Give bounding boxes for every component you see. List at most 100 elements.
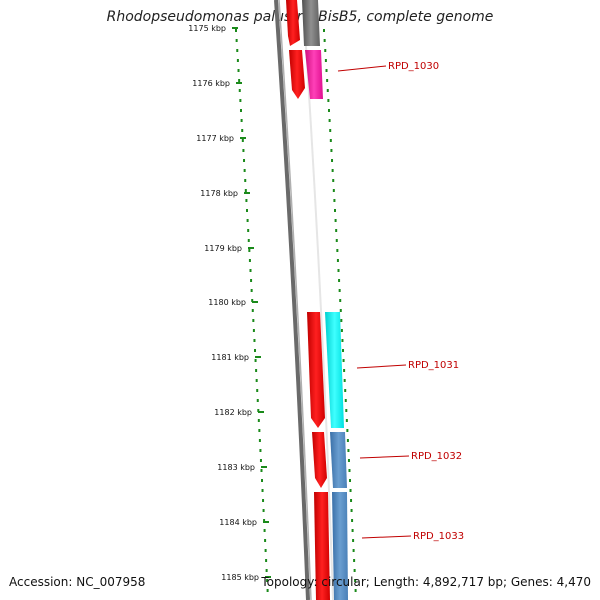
dots-layer [235,29,357,592]
ruler-dot-left [241,129,244,132]
ruler-dot-right [331,169,334,172]
ruler-dot-left [260,469,263,472]
ruler-dot-right [323,29,325,32]
ruler-dot-left [261,479,264,482]
tick-label: 1184 kbp [219,518,257,527]
gene-label[interactable]: RPD_1030 [388,61,439,72]
ruler-dot-left [240,119,243,122]
ruler-dot-right [351,529,354,532]
ruler-dot-left [257,409,260,412]
ruler-dot-right [327,109,330,112]
ruler-dot-right [345,419,348,422]
ruler-dot-left [254,359,257,362]
ruler-dot-right [341,339,344,342]
gene-feature-forward-2[interactable] [289,50,305,99]
ruler-dot-left [251,299,254,302]
gene-feature-forward-4[interactable] [312,432,327,488]
ruler-dot-right [324,59,327,62]
ruler-dot-right [354,579,357,582]
ruler-dot-left [262,509,265,512]
ruler-dot-right [335,229,338,232]
ruler-dot-right [335,239,338,242]
ruler-dot-right [350,509,353,512]
ruler-dot-left [248,259,251,262]
ruler-dot-left [238,89,241,92]
ruler-dot-right [351,519,354,522]
gene-label[interactable]: RPD_1033 [413,531,464,542]
ruler-dot-right [352,549,355,552]
tick-label: 1176 kbp [192,79,230,88]
ruler-dot-left [235,39,238,42]
gene-feature-reverse-2[interactable] [305,50,323,99]
ruler-dot-right [349,489,352,492]
ruler-dot-left [245,199,248,202]
ruler-dot-left [256,389,259,392]
ruler-dot-left [248,249,251,252]
tick-label: 1185 kbp [221,573,259,582]
tick-label: 1179 kbp [204,244,242,253]
tick-label: 1178 kbp [200,189,238,198]
ruler-dot-right [325,69,328,72]
ruler-dot-left [259,459,262,462]
ruler-dot-right [339,299,342,302]
ruler-dot-right [326,79,329,82]
gene-label-leader [361,535,412,539]
ruler-dot-right [323,39,326,42]
ruler-dot-right [344,399,347,402]
ruler-dot-right [347,459,350,462]
gene-feature-forward-1[interactable] [286,0,300,46]
backbone-outer [274,0,310,600]
backbone-inner [278,0,312,600]
ruler-dot-right [338,279,341,282]
gene-feature-reverse-1[interactable] [302,0,320,46]
ruler-dot-left [250,279,253,282]
ruler-dot-right [340,329,343,332]
ruler-dot-left [238,79,241,82]
ruler-dot-left [239,109,242,112]
ruler-dot-right [347,449,350,452]
ruler-dot-left [254,349,257,352]
ruler-dot-left [237,69,240,72]
ruler-dot-right [334,219,337,222]
gene-label[interactable]: RPD_1032 [411,451,462,462]
ruler-dot-left [255,379,258,382]
ruler-dot-right [349,479,352,482]
ruler-dot-right [354,589,357,592]
ruler-dot-left [264,549,267,552]
ruler-dot-left [247,229,250,232]
ruler-dot-left [258,429,261,432]
gene-feature-forward-3[interactable] [307,312,325,428]
ruler-dot-left [244,179,247,182]
gene-feature-reverse-4[interactable] [330,432,347,488]
ruler-dot-right [324,49,327,52]
ruler-dot-left [265,559,268,562]
tick-label: 1177 kbp [196,134,234,143]
ruler-dot-right [350,499,353,502]
ruler-dot-right [328,119,331,122]
ruler-dot-right [337,269,340,272]
ruler-dot-left [247,239,250,242]
gene-feature-reverse-5[interactable] [332,492,348,600]
ruler-dot-left [255,369,258,372]
ruler-dot-left [236,59,239,62]
ruler-dot-right [331,159,334,162]
gene-feature-reverse-3[interactable] [325,312,344,428]
tick-label: 1183 kbp [217,463,255,472]
separator-track [302,0,334,600]
genome-summary-text: Topology: circular; Length: 4,892,717 bp… [261,575,591,589]
ruler-dot-right [348,469,351,472]
ruler-dot-left [241,139,244,142]
ruler-dot-left [250,289,253,292]
ruler-dot-right [343,369,346,372]
tick-label: 1182 kbp [214,408,252,417]
ruler-dot-right [346,439,349,442]
ruler-dot-left [262,499,265,502]
accession-text: Accession: NC_007958 [9,575,146,589]
ruler-dot-right [327,99,330,102]
ruler-dot-left [239,99,242,102]
ruler-dot-left [257,419,260,422]
ruler-dot-right [339,309,342,312]
gene-label[interactable]: RPD_1031 [408,360,459,371]
ticks-layer: 1175 kbp 1176 kbp 1177 kbp 1178 kbp 1179 kbp… [188,24,271,582]
gene-feature-forward-5[interactable] [314,492,330,600]
